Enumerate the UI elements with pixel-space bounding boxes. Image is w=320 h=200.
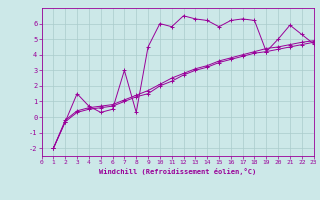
X-axis label: Windchill (Refroidissement éolien,°C): Windchill (Refroidissement éolien,°C) bbox=[99, 168, 256, 175]
